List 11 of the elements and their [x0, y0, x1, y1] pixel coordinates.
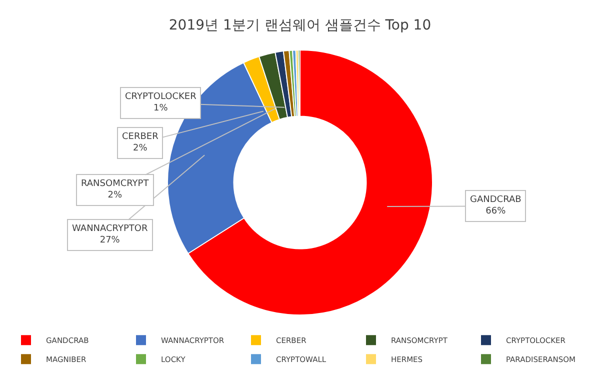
slice-label: CERBER: [122, 132, 158, 142]
data-label: 1%: [154, 104, 168, 114]
slice-label: RANSOMCRYPT: [81, 179, 150, 189]
slice-label: CRYPTOLOCKER: [125, 92, 196, 102]
data-label: 27%: [100, 236, 120, 246]
data-label: 2%: [133, 144, 148, 154]
chart-title: 2019년 1분기 랜섬웨어 샘플건수 Top 10: [168, 17, 432, 34]
data-label: 66%: [486, 206, 506, 217]
slice-label: WANNACRYPTOR: [72, 224, 148, 234]
data-label: 2%: [108, 190, 122, 201]
slice-label: GANDCRAB: [470, 195, 522, 205]
